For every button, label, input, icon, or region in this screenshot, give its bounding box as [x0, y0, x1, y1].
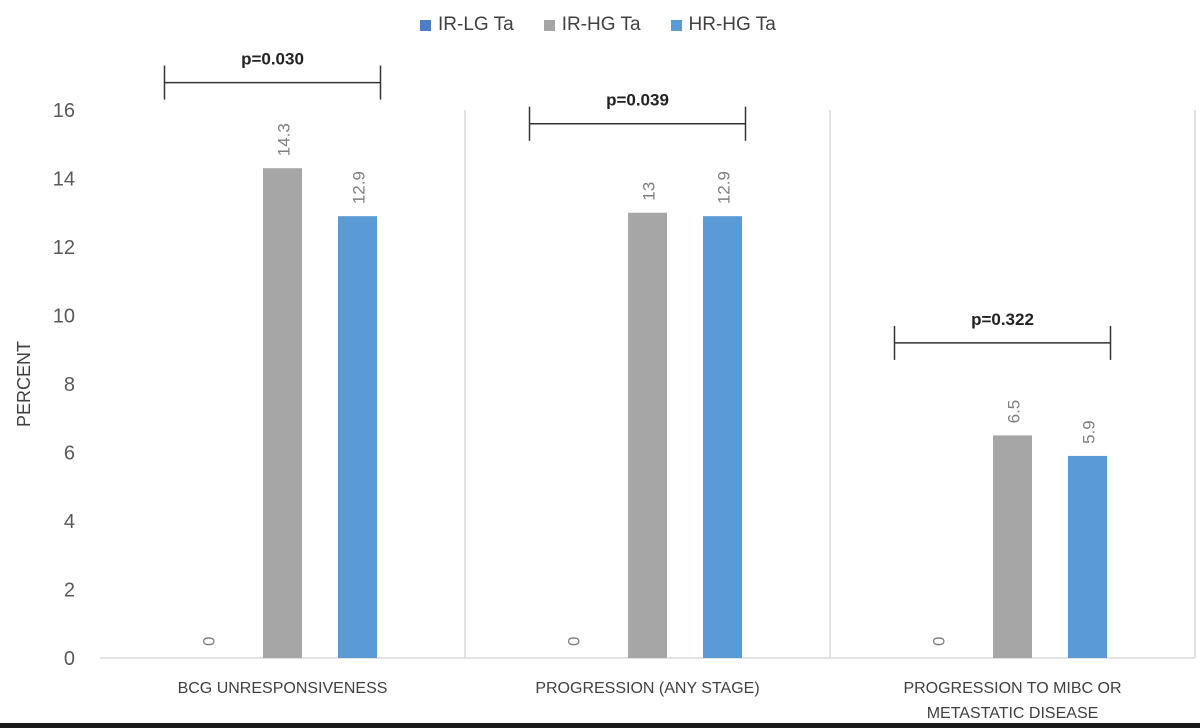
y-tick-label: 14	[53, 169, 75, 191]
p-value-label: p=0.039	[606, 91, 669, 110]
data-label: 14.3	[275, 123, 294, 156]
data-label: 12.9	[350, 171, 369, 204]
legend-label-ir-lg-ta: IR-LG Ta	[438, 14, 514, 35]
legend-swatch-ir-hg-ta	[543, 19, 555, 31]
y-tick-label: 10	[53, 306, 75, 328]
legend-item-ir-lg-ta: IR-LG Ta	[420, 14, 514, 36]
bar	[628, 212, 667, 658]
bar	[993, 435, 1032, 658]
p-value-label: p=0.322	[971, 310, 1034, 329]
legend-label-hr-hg-ta: HR-HG Ta	[688, 14, 776, 35]
bar	[338, 216, 377, 659]
category-label: METASTATIC DISEASE	[927, 705, 1099, 722]
category-label: BCG UNRESPONSIVENESS	[178, 680, 388, 697]
p-value-label: p=0.030	[241, 50, 304, 69]
legend-swatch-hr-hg-ta	[670, 19, 682, 31]
category-label: PROGRESSION TO MIBC OR	[903, 680, 1121, 697]
y-tick-label: 12	[53, 237, 75, 259]
y-tick-label: 6	[64, 443, 75, 465]
legend-item-ir-hg-ta: IR-HG Ta	[543, 14, 641, 36]
legend-swatch-ir-lg-ta	[420, 19, 431, 31]
bar	[703, 216, 742, 659]
y-tick-label: 8	[64, 374, 75, 396]
data-label: 12.9	[715, 171, 734, 204]
data-label: 0	[930, 637, 949, 646]
bar	[1068, 455, 1107, 658]
bottom-border	[0, 723, 1200, 728]
data-label: 0	[565, 637, 584, 646]
y-tick-label: 2	[64, 580, 75, 602]
data-label: 13	[640, 182, 659, 201]
data-label: 6.5	[1005, 400, 1024, 424]
data-label: 0	[200, 637, 219, 646]
legend: IR-LG Ta IR-HG Ta HR-HG Ta	[420, 14, 776, 36]
y-axis-label: PERCENT	[14, 341, 34, 427]
data-label: 5.9	[1080, 420, 1099, 444]
bar	[263, 168, 302, 658]
legend-label-ir-hg-ta: IR-HG Ta	[561, 14, 641, 35]
y-tick-label: 0	[64, 648, 75, 670]
y-tick-label: 4	[64, 511, 75, 533]
y-tick-label: 16	[53, 100, 75, 122]
category-label: PROGRESSION (ANY STAGE)	[535, 680, 759, 697]
legend-item-hr-hg-ta: HR-HG Ta	[670, 14, 776, 36]
